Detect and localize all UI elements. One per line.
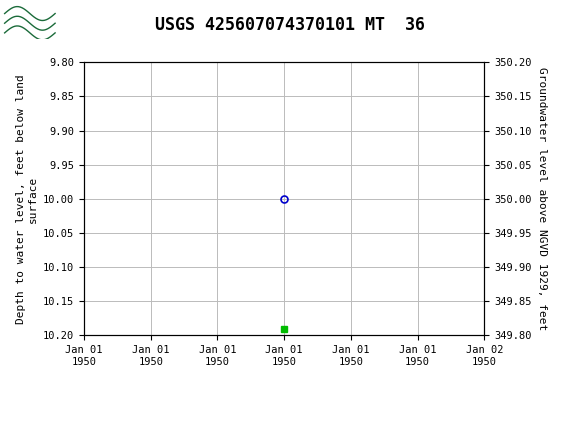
Text: USGS: USGS (64, 10, 119, 28)
Y-axis label: Depth to water level, feet below land
surface: Depth to water level, feet below land su… (16, 74, 38, 324)
Bar (3, 3, 58, 36)
Y-axis label: Groundwater level above NGVD 1929, feet: Groundwater level above NGVD 1929, feet (537, 67, 547, 331)
Legend: Period of approved data: Period of approved data (194, 427, 375, 430)
Text: USGS 425607074370101 MT  36: USGS 425607074370101 MT 36 (155, 16, 425, 34)
